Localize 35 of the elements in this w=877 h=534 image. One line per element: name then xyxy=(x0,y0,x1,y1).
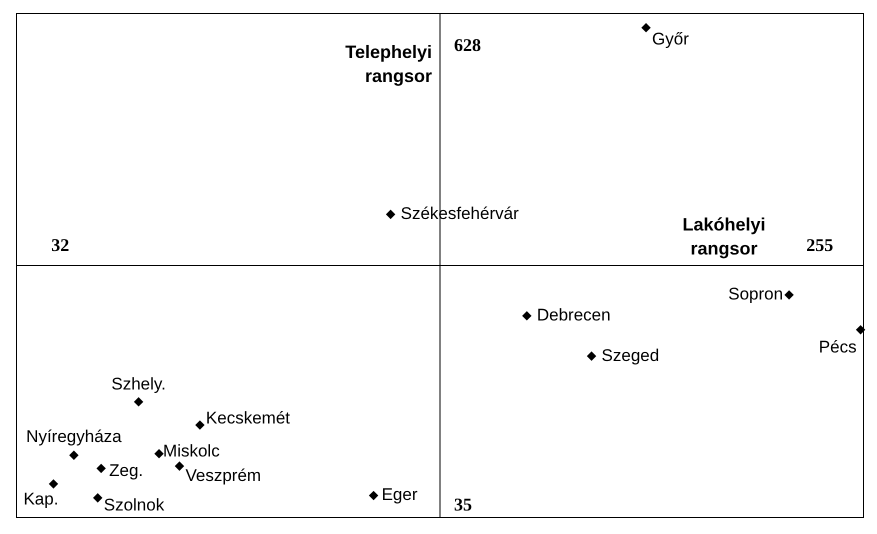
point xyxy=(134,397,144,406)
annotation: Pécs xyxy=(818,337,857,356)
annotation: Kap. xyxy=(23,490,58,509)
x-tick-label: 32 xyxy=(51,235,70,256)
point xyxy=(96,464,106,473)
point xyxy=(642,23,651,32)
point xyxy=(784,290,794,300)
annotation: Nyíregyháza xyxy=(26,426,122,446)
point xyxy=(154,449,164,458)
x-axis-title: Lakóhelyi rangsor xyxy=(682,214,766,258)
point xyxy=(856,325,866,334)
annotation: Miskolc xyxy=(163,441,220,460)
annotation: Szeged xyxy=(602,346,660,365)
point xyxy=(587,352,596,361)
point xyxy=(369,491,378,500)
annotation: Debrecen xyxy=(536,306,611,325)
point xyxy=(386,210,396,219)
y-tick-label: 628 xyxy=(454,34,481,55)
y-axis-title: Telephelyi rangsor xyxy=(345,42,432,86)
point xyxy=(93,493,102,502)
annotation: Kecskemét xyxy=(206,408,290,428)
annotation: Szolnok xyxy=(104,496,165,515)
annotation: Zeg. xyxy=(109,461,144,480)
annotation: Eger xyxy=(382,485,418,504)
y-tick-label: 35 xyxy=(454,494,472,514)
x-tick-label: 255 xyxy=(806,235,834,256)
point xyxy=(48,479,58,488)
annotation: Veszprém xyxy=(185,466,262,485)
point xyxy=(195,420,204,430)
point xyxy=(69,450,78,460)
point xyxy=(522,311,532,320)
annotation: Szhely. xyxy=(111,374,166,394)
annotation: Sopron xyxy=(728,284,784,304)
annotation: Győr xyxy=(652,29,690,48)
point xyxy=(174,462,184,471)
